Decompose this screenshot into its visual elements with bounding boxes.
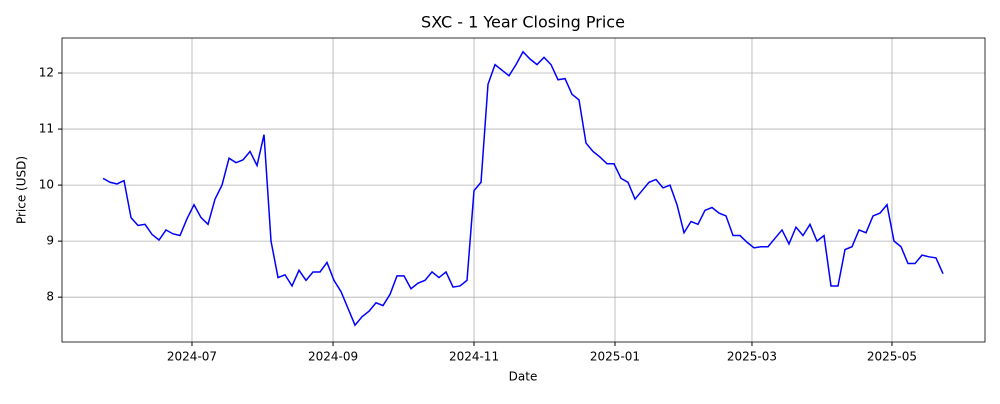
y-tick-label: 10 — [39, 178, 54, 192]
x-tick-label: 2024-07 — [167, 350, 217, 364]
y-axis-label: Price (USD) — [15, 156, 29, 224]
x-tick-label: 2025-01 — [590, 350, 640, 364]
price-line — [102, 50, 944, 327]
y-tick-label: 9 — [46, 234, 54, 248]
x-tick-label: 2024-09 — [308, 350, 358, 364]
x-tick-label: 2025-03 — [727, 350, 777, 364]
y-tick-label: 11 — [39, 122, 54, 136]
x-axis-label: Date — [509, 370, 538, 384]
plot-frame — [61, 37, 986, 343]
x-tick-label: 2024-11 — [449, 350, 499, 364]
y-tick-label: 8 — [46, 290, 54, 304]
chart-title: SXC - 1 Year Closing Price — [421, 13, 625, 32]
y-tick-label: 12 — [39, 66, 54, 80]
x-tick-label: 2025-05 — [867, 350, 917, 364]
